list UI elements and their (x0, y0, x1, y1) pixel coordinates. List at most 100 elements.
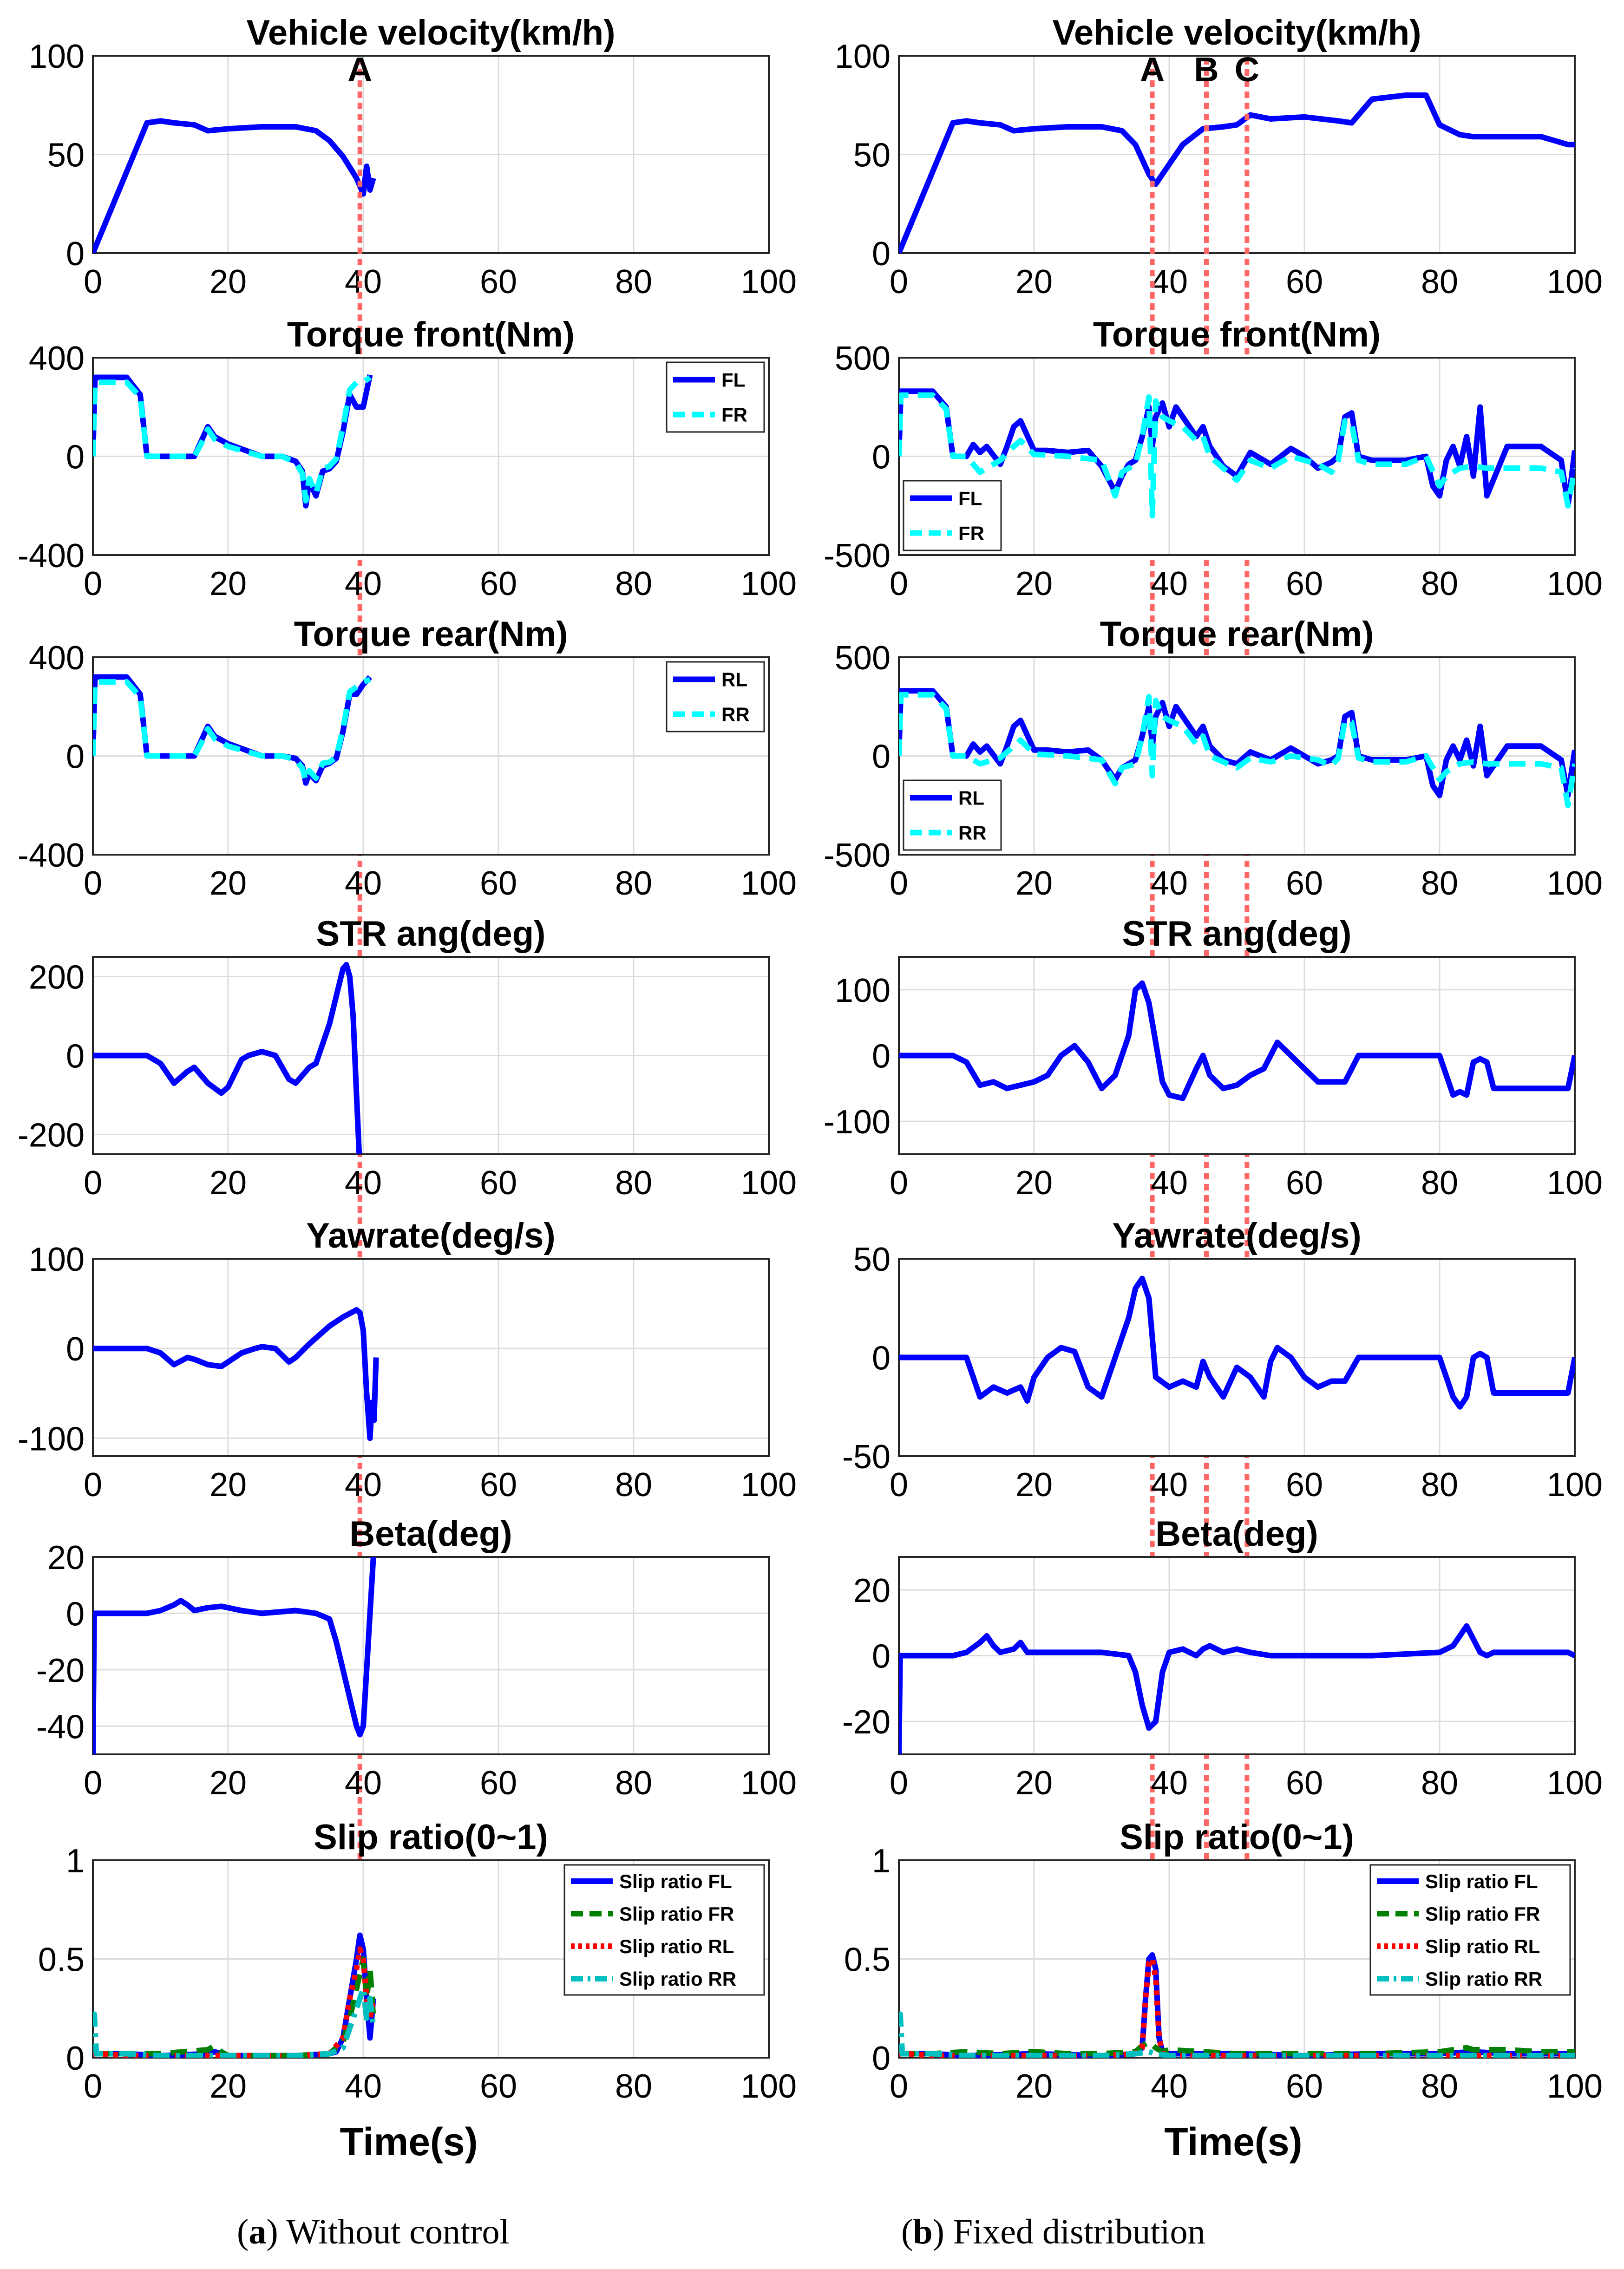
x-tick-label: 80 (615, 1765, 652, 1802)
legend-label: Slip ratio FL (619, 1870, 732, 1892)
y-tick-label: -200 (18, 1117, 85, 1154)
x-tick-label: 60 (1286, 865, 1323, 902)
y-tick-label: 0.5 (38, 1942, 85, 1979)
x-tick-label: 40 (1151, 1164, 1188, 1202)
x-tick-label: 60 (1286, 2068, 1323, 2105)
x-tick-label: 0 (84, 1164, 102, 1202)
y-tick-label: 20 (853, 1572, 891, 1609)
chart-a-slip: 0 20 40 60 80 100 0 0.5 1 Slip ratio(0~1) Slip rat… (38, 1818, 797, 2105)
legend-label: FR (958, 523, 984, 544)
x-tick-label: 20 (1015, 263, 1053, 301)
x-tick-label: 60 (1286, 565, 1323, 602)
y-tick-label: 0 (872, 739, 891, 776)
legend-box (666, 361, 765, 433)
series-line-velocity (899, 92, 1575, 253)
y-tick-label: -400 (18, 837, 85, 874)
plot-frame (92, 1859, 770, 2059)
x-tick-label: 100 (1547, 565, 1603, 602)
legend-box (903, 480, 1002, 551)
y-tick-label: -500 (824, 537, 891, 575)
series-line-yawrate (93, 1307, 379, 1441)
y-tick-label: 50 (47, 137, 85, 174)
legend-label: Slip ratio FR (1425, 1903, 1540, 1925)
chart-title: Slip ratio(0~1) (1120, 1818, 1354, 1857)
y-tick-label: 0 (66, 1038, 85, 1075)
caption-right: (b) Fixed distribution (901, 2212, 1205, 2251)
x-tick-label: 80 (615, 1164, 652, 1202)
y-tick-label: 0.5 (844, 1942, 891, 1979)
x-tick-label: 100 (741, 1164, 797, 1202)
series-line-rl (899, 688, 1575, 798)
series-line-slip-ratio-rr (93, 1986, 376, 2058)
x-tick-label: 40 (1151, 2068, 1188, 2105)
legend-box (1369, 1864, 1571, 1996)
x-tick-label: 0 (890, 865, 908, 902)
y-tick-label: 20 (47, 1539, 85, 1576)
y-tick-label: 0 (66, 1331, 85, 1368)
chart-b-str: 0 20 40 60 80 100 -100 0 100 STR ang(deg) (824, 914, 1603, 1202)
x-tick-label: 0 (890, 1164, 908, 1202)
series-line-slip-ratio-fr (899, 2039, 1575, 2057)
x-tick-label: 80 (1421, 1466, 1458, 1504)
chart-title: Torque rear(Nm) (294, 615, 568, 654)
series-line-str (93, 962, 362, 1154)
x-tick-label: 100 (1547, 1466, 1603, 1504)
caption-right-tag: b (913, 2212, 933, 2251)
chart-title: Slip ratio(0~1) (314, 1818, 548, 1857)
marker-label-right-c: C (1235, 50, 1259, 89)
y-tick-label: -20 (36, 1652, 85, 1689)
y-tick-label: 0 (66, 739, 85, 776)
plot-background (93, 1259, 769, 1456)
chart-b-velocity: 0 20 40 60 80 100 0 50 100 Vehicle velocity(km/h) (835, 13, 1603, 301)
x-tick-label: 100 (1547, 1765, 1603, 1802)
series-line-rr (93, 677, 371, 784)
y-tick-label: 50 (853, 137, 891, 174)
chart-b-slip: 0 20 40 60 80 100 0 0.5 1 Slip ratio(0~1) Slip rat… (844, 1818, 1603, 2105)
x-tick-label: 40 (345, 865, 382, 902)
legend-box (563, 1864, 765, 1996)
x-tick-label: 0 (890, 2068, 908, 2105)
x-tick-label: 20 (210, 565, 247, 602)
x-tick-label: 0 (890, 1466, 908, 1504)
legend: FL FR (666, 361, 765, 433)
x-tick-label: 100 (1547, 2068, 1603, 2105)
y-tick-label: 500 (835, 640, 891, 677)
marker-label-left-a: A (347, 50, 372, 89)
legend: Slip ratio FL Slip ratio FR Slip ratio RL S… (1369, 1864, 1571, 1996)
y-tick-label: -400 (18, 537, 85, 575)
y-tick-label: 100 (835, 972, 891, 1009)
marker-label-right-b: B (1194, 50, 1218, 89)
y-tick-label: 500 (835, 340, 891, 377)
legend-label: Slip ratio RL (1425, 1936, 1540, 1957)
x-tick-label: 40 (345, 1466, 382, 1504)
x-tick-label: 100 (741, 263, 797, 301)
y-tick-label: 0 (66, 439, 85, 476)
y-tick-label: 400 (29, 640, 85, 677)
y-tick-label: 200 (29, 959, 85, 996)
legend-label: RL (958, 787, 984, 809)
chart-title: Beta(deg) (1155, 1514, 1318, 1554)
legend-box (903, 779, 1002, 851)
chart-title: Torque front(Nm) (287, 315, 575, 354)
x-tick-label: 0 (84, 565, 102, 602)
y-tick-label: 0 (66, 2040, 85, 2077)
series-line-rr (899, 692, 1575, 808)
plot-background (93, 1557, 769, 1754)
x-tick-label: 40 (345, 1164, 382, 1202)
legend-box (666, 661, 765, 732)
chart-a-yawrate: 0 20 40 60 80 100 -100 0 100 Yawrate(deg/s) (18, 1216, 797, 1504)
legend-label: Slip ratio RR (619, 1968, 736, 1990)
y-tick-label: 0 (872, 235, 891, 273)
x-axis-label-right: Time(s) (1164, 2120, 1302, 2164)
series-line-slip-ratio-rr (899, 2011, 1575, 2058)
x-tick-label: 20 (1015, 865, 1053, 902)
caption-left-text: Without control (286, 2212, 510, 2251)
series-line-beta (899, 1623, 1575, 1754)
y-tick-label: -50 (842, 1439, 891, 1476)
y-tick-label: 1 (872, 1843, 891, 1880)
x-tick-label: 80 (615, 2068, 652, 2105)
